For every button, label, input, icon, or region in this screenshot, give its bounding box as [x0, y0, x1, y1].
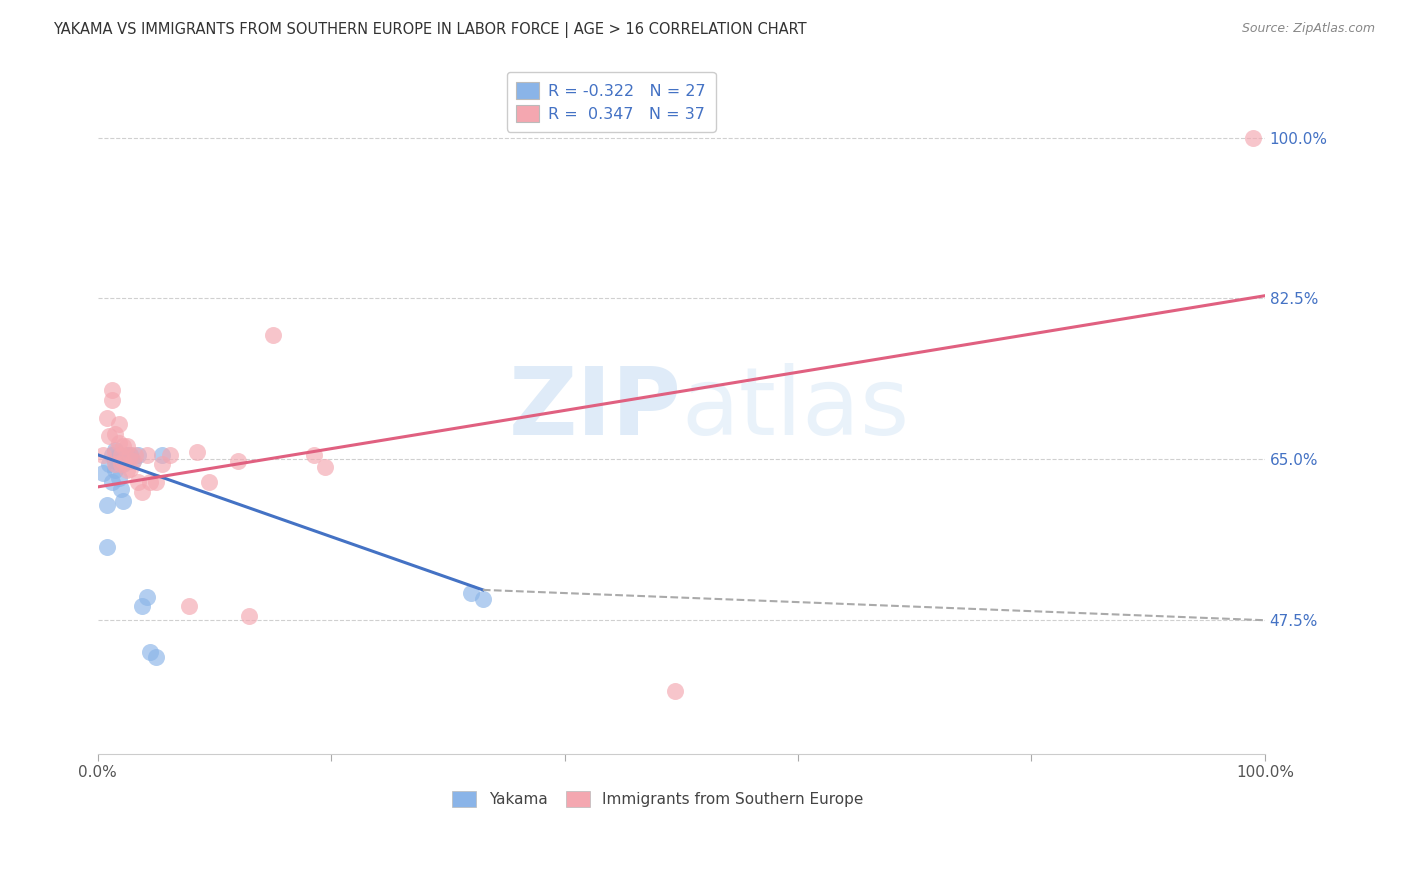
Point — [107, 435, 129, 450]
Point — [93, 466, 115, 480]
Point — [186, 445, 208, 459]
Point — [131, 599, 153, 614]
Point — [104, 443, 127, 458]
Point — [131, 484, 153, 499]
Point — [104, 426, 127, 441]
Point — [112, 457, 135, 471]
Point — [110, 482, 132, 496]
Point — [135, 448, 157, 462]
Point — [302, 448, 325, 462]
Point — [98, 457, 121, 471]
Point — [128, 475, 150, 490]
Point — [115, 448, 138, 462]
Point — [139, 645, 162, 659]
Point — [104, 463, 127, 477]
Point — [120, 448, 142, 462]
Point — [120, 448, 142, 462]
Point — [107, 417, 129, 432]
Point — [664, 684, 686, 698]
Point — [110, 448, 132, 462]
Point — [100, 392, 122, 407]
Point — [104, 445, 127, 459]
Point — [98, 429, 121, 443]
Point — [262, 328, 284, 343]
Point — [121, 454, 143, 468]
Point — [107, 471, 129, 485]
Point — [1241, 130, 1264, 145]
Point — [177, 599, 200, 614]
Point — [115, 454, 138, 468]
Text: atlas: atlas — [682, 363, 910, 455]
Point — [120, 461, 142, 475]
Point — [145, 475, 167, 490]
Text: ZIP: ZIP — [509, 363, 682, 455]
Point — [197, 475, 219, 490]
Point — [100, 384, 122, 398]
Point — [112, 439, 135, 453]
Point — [159, 448, 181, 462]
Point — [100, 448, 122, 462]
Point — [110, 457, 132, 471]
Point — [96, 411, 118, 425]
Point — [107, 448, 129, 462]
Point — [121, 454, 143, 468]
Point — [314, 459, 336, 474]
Point — [93, 448, 115, 462]
Point — [238, 608, 260, 623]
Legend: Yakama, Immigrants from Southern Europe: Yakama, Immigrants from Southern Europe — [444, 783, 872, 814]
Point — [139, 475, 162, 490]
Point — [150, 457, 173, 471]
Point — [226, 454, 249, 468]
Point — [135, 591, 157, 605]
Point — [460, 585, 482, 599]
Point — [110, 454, 132, 468]
Point — [112, 454, 135, 468]
Point — [115, 439, 138, 453]
Point — [104, 454, 127, 468]
Point — [100, 475, 122, 490]
Point — [150, 448, 173, 462]
Text: YAKAMA VS IMMIGRANTS FROM SOUTHERN EUROPE IN LABOR FORCE | AGE > 16 CORRELATION : YAKAMA VS IMMIGRANTS FROM SOUTHERN EUROP… — [53, 22, 807, 38]
Point — [112, 493, 135, 508]
Point — [115, 463, 138, 477]
Text: Source: ZipAtlas.com: Source: ZipAtlas.com — [1241, 22, 1375, 36]
Point — [96, 498, 118, 512]
Point — [471, 592, 494, 607]
Point — [124, 448, 146, 462]
Point — [128, 448, 150, 462]
Point — [145, 650, 167, 665]
Point — [104, 457, 127, 471]
Point — [96, 540, 118, 554]
